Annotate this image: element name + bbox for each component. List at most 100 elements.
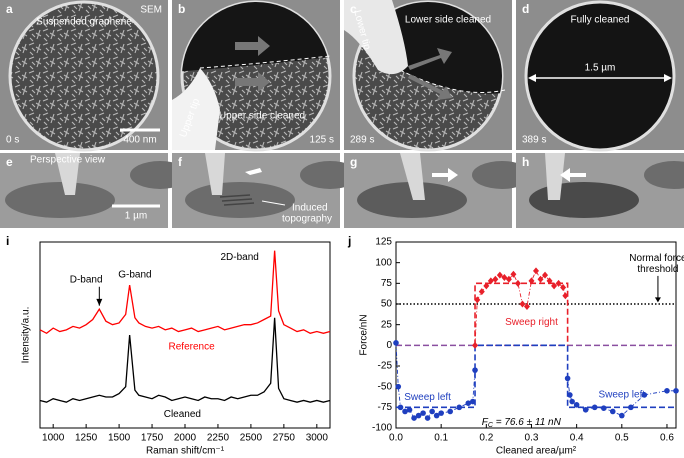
data-point: [438, 410, 444, 416]
data-point: [483, 282, 490, 290]
panel-letter: j: [347, 234, 351, 248]
series-label: Cleaned: [164, 409, 201, 420]
arrow-head: [96, 298, 103, 306]
data-point: [397, 404, 404, 411]
image-label: Lower side cleaned: [405, 15, 491, 26]
data-point: [573, 402, 580, 408]
annotation: 2D-band: [220, 252, 258, 263]
image-label: 289 s: [350, 135, 374, 146]
image-label: Perspective view: [30, 155, 106, 166]
x-tick-label: 0.6: [660, 433, 674, 444]
data-point: [469, 398, 476, 405]
data-point: [472, 341, 479, 349]
series-label: Sweep left: [598, 390, 645, 401]
y-tick-label: 25: [381, 319, 393, 330]
image-label: Induced: [292, 203, 328, 214]
panel-letter: f: [178, 155, 183, 169]
annotation: Normal force: [629, 253, 684, 264]
data-point: [664, 388, 670, 394]
image-label: 400 nm: [123, 135, 156, 146]
x-tick-label: 1250: [75, 433, 98, 444]
annotation: D-band: [70, 275, 103, 286]
spectrum-line: [39, 317, 331, 403]
panel-letter: b: [178, 2, 185, 16]
data-point: [456, 404, 463, 411]
panel-letter: c: [350, 2, 357, 16]
data-point: [528, 277, 535, 285]
x-tick-label: 1000: [42, 433, 65, 444]
plot-frame: [395, 241, 677, 429]
data-point: [673, 388, 679, 394]
x-tick-label: 2250: [207, 433, 230, 444]
data-point: [411, 415, 417, 421]
data-point: [555, 279, 562, 287]
y-tick-label: -25: [378, 361, 393, 372]
image-label: 389 s: [522, 135, 546, 146]
data-point: [609, 408, 616, 415]
data-point: [569, 398, 575, 405]
data-point: [523, 302, 530, 310]
data-point: [478, 288, 485, 296]
panel-letter: a: [6, 2, 13, 16]
data-point: [395, 383, 402, 390]
data-point: [492, 275, 499, 283]
charts: i Raman shift/cm⁻¹ Intensity/a.u. 1000 1250 1…: [6, 234, 684, 456]
fit-line: [474, 282, 569, 346]
y-tick-label: 50: [381, 299, 393, 310]
x-tick-label: 0.1: [434, 433, 448, 444]
panel-letter: e: [6, 155, 13, 169]
y-tick-label: -75: [378, 402, 393, 413]
force-symbol: F: [482, 417, 489, 428]
data-point: [641, 392, 648, 398]
data-point: [474, 296, 481, 304]
plot-frame: [39, 241, 331, 429]
x-tick-label: 2750: [273, 433, 296, 444]
data-point: [447, 408, 453, 415]
data-point: [465, 400, 472, 407]
data-point: [582, 407, 589, 413]
x-tick-label: 0.0: [389, 433, 403, 444]
data-point: [519, 300, 526, 308]
y-tick-label: 100: [375, 257, 392, 268]
series-label: Sweep left: [404, 392, 451, 403]
y-axis-label: Force/nN: [359, 314, 370, 355]
x-tick-label: 0.2: [479, 433, 493, 444]
panel-letter: h: [522, 155, 529, 169]
image-label: 0 s: [6, 135, 19, 146]
data-point: [505, 275, 512, 283]
image-label: 125 s: [310, 135, 334, 146]
data-point: [542, 271, 549, 279]
image-label: SEM: [140, 5, 162, 16]
data-point: [562, 292, 569, 300]
x-tick-label: 2500: [240, 433, 263, 444]
x-tick-label: 2000: [174, 433, 197, 444]
panel-letter: i: [6, 234, 9, 248]
data-point: [600, 405, 607, 411]
data-point: [472, 367, 478, 373]
image-label: Suspended graphene: [36, 17, 132, 28]
data-point: [510, 270, 517, 278]
data-point: [537, 275, 544, 283]
data-point: [591, 404, 598, 411]
arrow-head: [654, 297, 661, 303]
x-axis-label: Raman shift/cm⁻¹: [146, 446, 225, 457]
y-axis-label: Intensity/a.u.: [21, 307, 32, 364]
x-tick-label: 0.4: [570, 433, 584, 444]
image-label: Fully cleaned: [571, 15, 630, 26]
force-value: = 76.6 ± 11 nN: [493, 417, 562, 428]
data-point: [628, 404, 634, 411]
y-tick-label: -100: [372, 423, 392, 434]
data-point: [420, 410, 426, 416]
data-point: [514, 279, 521, 287]
x-tick-label: 0.5: [615, 433, 629, 444]
data-point: [424, 415, 431, 421]
panel-letter: d: [522, 2, 529, 16]
force-label: FC = 76.6 ± 11 nN: [482, 417, 562, 429]
x-tick-label: 1500: [108, 433, 131, 444]
force-subscript: C: [488, 422, 494, 429]
data-line: [474, 269, 566, 346]
data-point: [429, 408, 435, 415]
y-tick-label: -50: [378, 381, 393, 392]
annotation: G-band: [118, 269, 151, 280]
